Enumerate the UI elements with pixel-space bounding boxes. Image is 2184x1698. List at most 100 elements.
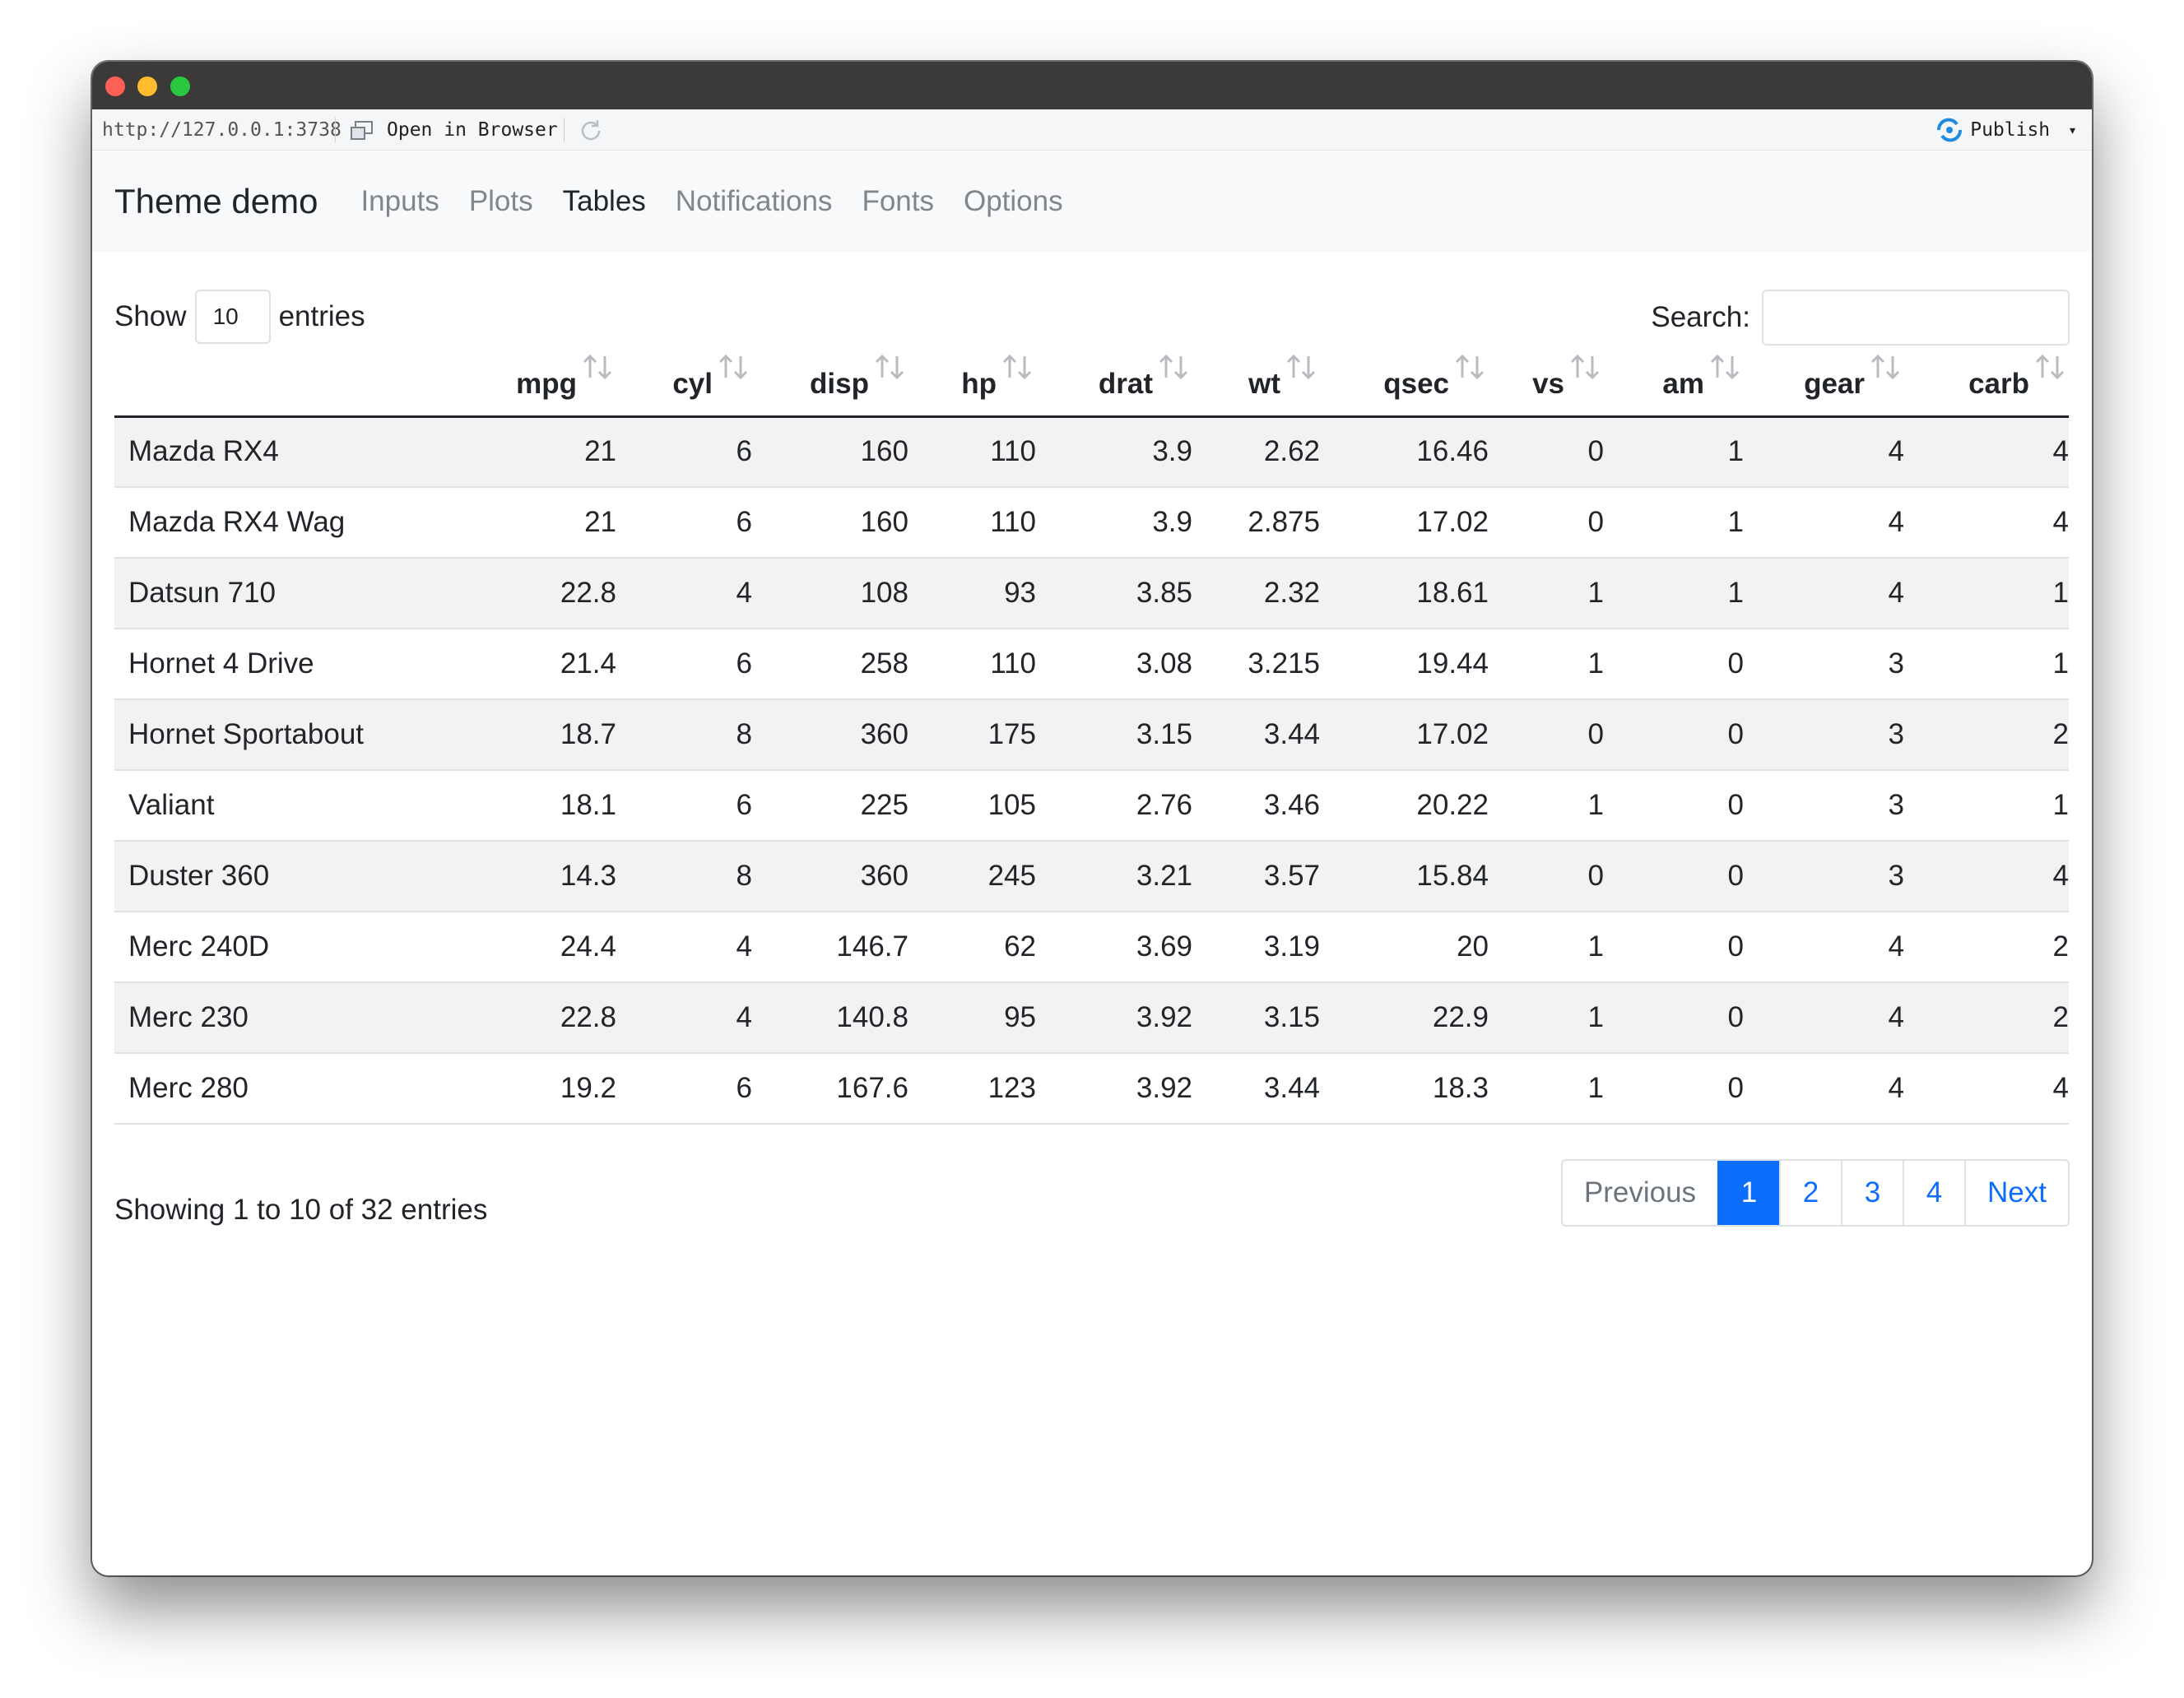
nav-item-inputs[interactable]: Inputs <box>360 185 439 217</box>
page-button-2[interactable]: 2 <box>1779 1161 1841 1225</box>
table-row: Hornet 4 Drive 21.4 6 258 110 3.08 3.215 19.44 1… <box>114 629 2069 700</box>
viewer-toolbar: http://127.0.0.1:3738 Open in Browser Pu… <box>92 109 2092 151</box>
table-row: Merc 240D 24.4 4 146.7 62 3.69 3.19 20 1 0 4 2 <box>114 912 2069 983</box>
sort-icon[interactable] <box>1568 351 1604 384</box>
row-name-cell: Datsun 710 <box>114 558 444 629</box>
sort-icon[interactable] <box>1452 351 1489 384</box>
close-window-button[interactable] <box>105 77 125 96</box>
sort-icon[interactable] <box>580 351 616 384</box>
address-text: http://127.0.0.1:3738 <box>102 119 342 141</box>
cell-drat: 3.15 <box>1036 699 1192 771</box>
column-header-cyl[interactable]: cyl <box>616 346 752 418</box>
cell-wt: 3.46 <box>1192 770 1320 842</box>
cell-mpg: 18.7 <box>444 699 616 771</box>
sort-icon[interactable] <box>1284 351 1320 384</box>
cell-vs: 0 <box>1489 841 1604 912</box>
cell-cyl: 4 <box>616 558 752 629</box>
refresh-icon[interactable] <box>578 118 604 144</box>
table-header-row: mpg cyl disp hp drat wt qsec vs am gear carb <box>114 346 2069 418</box>
page-button-4[interactable]: 4 <box>1903 1161 1964 1225</box>
cell-vs: 1 <box>1489 770 1604 842</box>
open-in-browser-button[interactable]: Open in Browser <box>387 119 558 141</box>
sort-icon[interactable] <box>2033 351 2069 384</box>
cell-am: 1 <box>1604 416 1744 488</box>
open-in-browser-icon[interactable] <box>350 120 374 142</box>
cell-disp: 258 <box>752 629 908 700</box>
page-button-1[interactable]: 1 <box>1717 1161 1780 1225</box>
cell-cyl: 6 <box>616 1053 752 1125</box>
sort-icon[interactable] <box>1000 351 1036 384</box>
page-button-3[interactable]: 3 <box>1841 1161 1903 1225</box>
table-row: Datsun 710 22.8 4 108 93 3.85 2.32 18.61 1 1 4 1 <box>114 558 2069 629</box>
cell-drat: 2.76 <box>1036 770 1192 842</box>
cell-am: 1 <box>1604 487 1744 559</box>
column-header-mpg[interactable]: mpg <box>444 346 616 418</box>
cell-carb: 4 <box>1904 1053 2069 1125</box>
search-input[interactable] <box>1762 290 2070 346</box>
minimize-window-button[interactable] <box>137 77 157 96</box>
column-header-hp[interactable]: hp <box>908 346 1036 418</box>
sort-icon[interactable] <box>872 351 908 384</box>
cell-disp: 160 <box>752 416 908 488</box>
table-row: Hornet Sportabout 18.7 8 360 175 3.15 3.44 17.0… <box>114 699 2069 771</box>
row-name-cell: Hornet Sportabout <box>114 699 444 771</box>
column-header-label: hp <box>961 367 997 400</box>
cell-qsec: 18.61 <box>1320 558 1489 629</box>
cell-vs: 0 <box>1489 416 1604 488</box>
cell-hp: 175 <box>908 699 1036 771</box>
table-row: Valiant 18.1 6 225 105 2.76 3.46 20.22 1 0 3 1 <box>114 770 2069 842</box>
sort-icon[interactable] <box>1156 351 1192 384</box>
publish-button[interactable]: Publish ▾ <box>1935 117 2077 143</box>
cell-hp: 95 <box>908 982 1036 1054</box>
cell-am: 0 <box>1604 629 1744 700</box>
column-header-vs[interactable]: vs <box>1489 346 1604 418</box>
table-controls: Show 10 entries Search: <box>92 253 2092 351</box>
cell-gear: 3 <box>1744 841 1904 912</box>
cell-gear: 3 <box>1744 699 1904 771</box>
previous-page-button[interactable]: Previous <box>1583 1176 1697 1209</box>
cell-hp: 110 <box>908 416 1036 488</box>
sort-icon[interactable] <box>1868 351 1904 384</box>
column-header-label: wt <box>1248 367 1280 400</box>
sort-icon[interactable] <box>716 351 752 384</box>
column-header-qsec[interactable]: qsec <box>1320 346 1489 418</box>
column-header-disp[interactable]: disp <box>752 346 908 418</box>
cell-am: 0 <box>1604 841 1744 912</box>
column-header-carb[interactable]: carb <box>1904 346 2069 418</box>
cell-wt: 3.44 <box>1192 699 1320 771</box>
next-page-button[interactable]: Next <box>1964 1161 2068 1225</box>
column-header-drat[interactable]: drat <box>1036 346 1192 418</box>
cell-mpg: 24.4 <box>444 912 616 983</box>
column-header-name[interactable] <box>114 346 444 418</box>
cell-wt: 2.62 <box>1192 416 1320 488</box>
zoom-window-button[interactable] <box>170 77 190 96</box>
publish-icon <box>1937 118 1963 142</box>
cell-gear: 4 <box>1744 982 1904 1054</box>
search-label: Search: <box>1651 301 1750 333</box>
cell-qsec: 18.3 <box>1320 1053 1489 1125</box>
entries-length-select[interactable]: 10 <box>194 290 271 344</box>
sort-icon[interactable] <box>1708 351 1744 384</box>
nav-item-fonts[interactable]: Fonts <box>862 185 934 217</box>
column-header-am[interactable]: am <box>1604 346 1744 418</box>
nav-item-plots[interactable]: Plots <box>468 185 533 217</box>
cell-drat: 3.21 <box>1036 841 1192 912</box>
cell-am: 0 <box>1604 770 1744 842</box>
cell-gear: 4 <box>1744 558 1904 629</box>
nav-item-notifications[interactable]: Notifications <box>675 185 833 217</box>
cell-vs: 1 <box>1489 558 1604 629</box>
cell-cyl: 8 <box>616 841 752 912</box>
search-control: Search: <box>1651 290 2070 346</box>
column-header-label: cyl <box>672 367 713 400</box>
cell-hp: 123 <box>908 1053 1036 1125</box>
nav-item-options[interactable]: Options <box>963 185 1063 217</box>
nav-item-tables[interactable]: Tables <box>562 185 646 217</box>
column-header-wt[interactable]: wt <box>1192 346 1320 418</box>
cell-mpg: 18.1 <box>444 770 616 842</box>
column-header-label: qsec <box>1383 367 1449 400</box>
show-label: Show <box>114 300 187 332</box>
column-header-gear[interactable]: gear <box>1744 346 1904 418</box>
toolbar-divider <box>335 118 336 142</box>
navbar-brand[interactable]: Theme demo <box>114 182 318 220</box>
chevron-down-icon[interactable]: ▾ <box>2068 121 2077 139</box>
